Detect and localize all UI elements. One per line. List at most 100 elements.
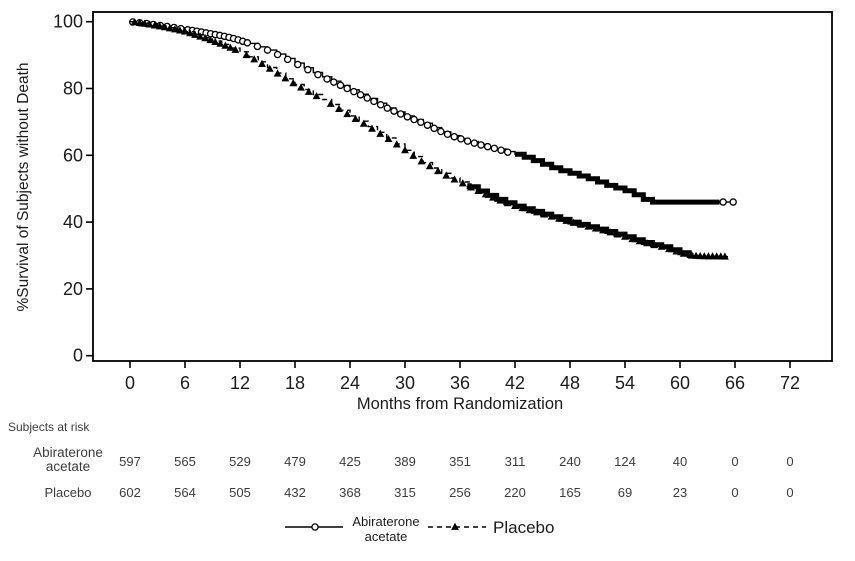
- x-tick-label: 30: [395, 373, 415, 393]
- triangle-marker: [359, 119, 368, 127]
- triangle-marker: [503, 199, 512, 207]
- circle-marker: [477, 141, 485, 149]
- triangle-marker: [206, 35, 215, 44]
- triangle-marker: [577, 220, 585, 228]
- circle-marker: [450, 132, 458, 141]
- triangle-marker: [392, 140, 401, 148]
- circle-marker: [304, 65, 312, 74]
- triangle-marker: [191, 30, 199, 38]
- circle-marker: [437, 127, 445, 136]
- risk-value: 602: [119, 485, 141, 500]
- legend-label: Placebo: [493, 518, 554, 537]
- risk-row-label: Placebo: [45, 485, 92, 500]
- triangle-marker: [621, 232, 629, 240]
- risk-value: 240: [559, 454, 581, 469]
- circle-marker: [311, 523, 319, 531]
- circle-marker: [443, 130, 452, 139]
- x-tick-label: 6: [180, 373, 190, 393]
- circle-marker: [483, 142, 492, 151]
- circle-marker: [396, 110, 405, 118]
- risk-value: 529: [229, 454, 251, 469]
- triangle-marker: [368, 124, 376, 132]
- circle-marker: [457, 135, 465, 143]
- triangle-marker: [672, 247, 681, 255]
- triangle-marker: [155, 22, 164, 30]
- risk-value: 425: [339, 454, 361, 469]
- x-tick-label: 48: [560, 373, 580, 393]
- triangle-marker: [496, 196, 505, 204]
- circle-marker: [273, 50, 282, 59]
- triangle-marker: [250, 55, 259, 63]
- triangle-marker: [450, 175, 459, 183]
- triangle-marker: [650, 240, 659, 249]
- triangle-marker: [409, 151, 418, 159]
- circle-marker: [370, 97, 378, 106]
- triangle-marker: [562, 216, 571, 224]
- circle-marker: [336, 81, 345, 90]
- risk-row-label: acetate: [46, 459, 90, 474]
- triangle-marker: [221, 41, 230, 49]
- risk-value: 69: [618, 485, 632, 500]
- y-tick-label: 0: [73, 346, 83, 366]
- triangle-marker: [442, 171, 451, 179]
- legend-label: acetate: [365, 529, 408, 544]
- risk-value: 565: [174, 454, 196, 469]
- risk-row-placebo: Placebo 602 564 505 432 368 315 256 220 165 69 23 0 0: [45, 485, 794, 500]
- y-tick-label: 20: [63, 279, 83, 299]
- triangle-marker: [312, 91, 321, 100]
- triangle-marker: [343, 109, 352, 118]
- triangle-marker: [211, 37, 220, 45]
- triangle-marker: [135, 18, 144, 27]
- circle-marker: [376, 101, 385, 109]
- triangle-marker: [489, 193, 497, 201]
- triangle-marker: [273, 69, 282, 77]
- series-abiraterone-acetate: [128, 18, 737, 206]
- triangle-marker: [481, 190, 490, 198]
- risk-value: 432: [284, 485, 306, 500]
- risk-value: 505: [229, 485, 251, 500]
- risk-value: 0: [786, 485, 793, 500]
- risk-value: 368: [339, 485, 361, 500]
- triangle-marker: [351, 114, 360, 122]
- triangle-marker: [145, 20, 154, 28]
- x-tick-label: 24: [340, 373, 360, 393]
- circle-marker: [363, 94, 371, 102]
- triangle-marker: [242, 50, 251, 59]
- triangle-marker: [160, 23, 169, 31]
- circle-marker: [243, 39, 252, 47]
- triangle-marker: [186, 29, 194, 37]
- x-tick-label: 60: [670, 373, 690, 393]
- triangle-marker: [628, 234, 637, 243]
- x-tick-label: 66: [725, 373, 745, 393]
- triangle-marker: [599, 226, 607, 234]
- triangle-marker: [231, 45, 240, 53]
- legend-entry-placebo: Placebo: [428, 518, 554, 537]
- y-tick-label: 60: [63, 145, 83, 165]
- y-axis: 0 20 40 60 80 100: [53, 12, 93, 366]
- risk-value: 351: [449, 454, 471, 469]
- risk-value: 597: [119, 454, 141, 469]
- circle-marker: [403, 113, 412, 121]
- risk-value: 315: [394, 485, 416, 500]
- risk-table-title: Subjects at risk: [8, 420, 90, 434]
- circle-marker: [470, 139, 479, 147]
- x-axis: 0 6 12 18 24 30 36 42 48 54 60 66 72: [125, 361, 800, 393]
- triangle-marker: [376, 129, 385, 137]
- dense-censor-band: [515, 151, 720, 205]
- triangle-marker: [335, 104, 343, 112]
- circle-marker: [729, 198, 737, 206]
- triangle-marker: [201, 34, 210, 42]
- triangle-marker: [474, 186, 483, 194]
- circle-marker: [410, 115, 418, 124]
- circle-marker: [719, 198, 727, 206]
- triangle-marker: [555, 214, 563, 222]
- triangle-marker: [181, 27, 189, 35]
- triangle-marker: [606, 228, 615, 236]
- x-axis-title: Months from Randomization: [357, 395, 563, 413]
- triangle-marker: [434, 166, 442, 175]
- risk-value: 23: [673, 485, 687, 500]
- triangle-marker: [518, 203, 527, 212]
